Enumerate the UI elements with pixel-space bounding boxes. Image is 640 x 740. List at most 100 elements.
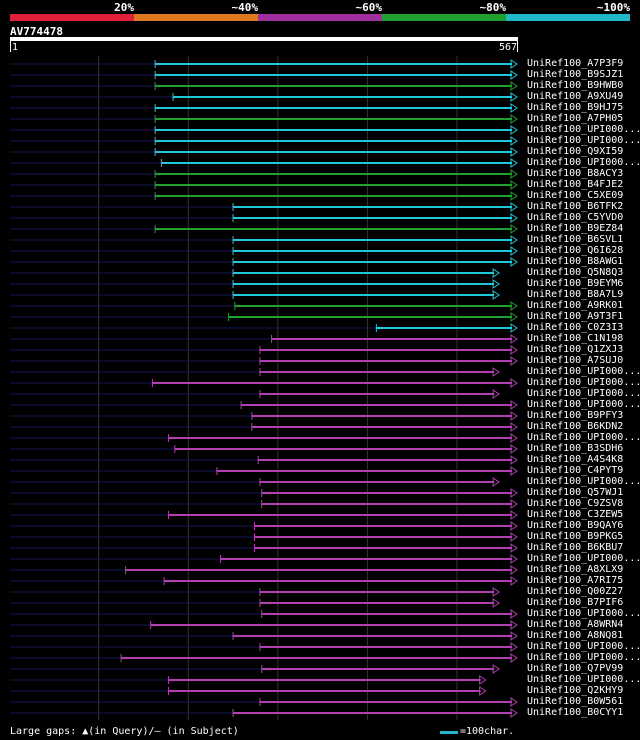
hit-label[interactable]: UniRef100_UPI000... bbox=[527, 377, 640, 388]
segment-arrow bbox=[479, 675, 487, 685]
legend-label: ~80% bbox=[479, 1, 507, 14]
hit-label[interactable]: UniRef100_B9QAY6 bbox=[527, 520, 624, 531]
hit-label[interactable]: UniRef100_UPI000... bbox=[527, 674, 640, 685]
segment-arrow bbox=[510, 521, 518, 531]
hit-label[interactable]: UniRef100_B7PIF6 bbox=[527, 597, 624, 608]
segment-arrow bbox=[510, 609, 518, 619]
segment-arrow bbox=[510, 510, 518, 520]
segment-arrow bbox=[510, 180, 518, 190]
hit-label[interactable]: UniRef100_B8A7L9 bbox=[527, 289, 624, 300]
hit-label[interactable]: UniRef100_UPI000... bbox=[527, 432, 640, 443]
hit-label[interactable]: UniRef100_C3ZEW5 bbox=[527, 509, 624, 520]
hit-label[interactable]: UniRef100_B9HWB0 bbox=[527, 80, 624, 91]
segment-arrow bbox=[492, 664, 500, 674]
legend-color-bar bbox=[258, 14, 382, 21]
hit-label[interactable]: UniRef100_B0W561 bbox=[527, 696, 624, 707]
legend-color-bar bbox=[134, 14, 258, 21]
segment-arrow bbox=[510, 114, 518, 124]
hit-label[interactable]: UniRef100_A8NQ81 bbox=[527, 630, 624, 641]
hit-label[interactable]: UniRef100_UPI000... bbox=[527, 157, 640, 168]
hit-label[interactable]: UniRef100_UPI000... bbox=[527, 135, 640, 146]
segment-arrow bbox=[510, 246, 518, 256]
hit-label[interactable]: UniRef100_B6KDN2 bbox=[527, 421, 624, 432]
hit-label[interactable]: UniRef100_Q7PV99 bbox=[527, 663, 624, 674]
segment-arrow bbox=[492, 477, 500, 487]
segment-arrow bbox=[510, 642, 518, 652]
hit-label[interactable]: UniRef100_Q57WJ1 bbox=[527, 487, 624, 498]
segment-arrow bbox=[510, 323, 518, 333]
hit-label[interactable]: UniRef100_A7PH05 bbox=[527, 113, 624, 124]
segment-arrow bbox=[492, 367, 500, 377]
hit-label[interactable]: UniRef100_UPI000... bbox=[527, 366, 640, 377]
hit-label[interactable]: UniRef100_B0CYY1 bbox=[527, 707, 624, 718]
hit-label[interactable]: UniRef100_Q6I628 bbox=[527, 245, 624, 256]
segment-arrow bbox=[510, 400, 518, 410]
query-tick-start bbox=[10, 41, 11, 52]
segment-arrow bbox=[510, 334, 518, 344]
segment-arrow bbox=[510, 103, 518, 113]
hit-label[interactable]: UniRef100_A7RI75 bbox=[527, 575, 624, 586]
segment-arrow bbox=[510, 499, 518, 509]
segment-arrow bbox=[510, 433, 518, 443]
hit-label[interactable]: UniRef100_A9RK01 bbox=[527, 300, 624, 311]
hit-label[interactable]: UniRef100_B9HJ75 bbox=[527, 102, 624, 113]
alignment-graphic bbox=[10, 56, 518, 720]
segment-arrow bbox=[510, 224, 518, 234]
legend-label: ~40% bbox=[231, 1, 259, 14]
hit-label[interactable]: UniRef100_A9T3F1 bbox=[527, 311, 624, 322]
segment-arrow bbox=[492, 290, 500, 300]
hit-label[interactable]: UniRef100_C5XE09 bbox=[527, 190, 624, 201]
hit-label[interactable]: UniRef100_B9PFY3 bbox=[527, 410, 624, 421]
hit-label[interactable]: UniRef100_B8AWG1 bbox=[527, 256, 624, 267]
hit-label[interactable]: UniRef100_A8XLX9 bbox=[527, 564, 624, 575]
segment-arrow bbox=[510, 158, 518, 168]
hit-label[interactable]: UniRef100_Q1ZXJ3 bbox=[527, 344, 624, 355]
segment-arrow bbox=[510, 411, 518, 421]
hit-label[interactable]: UniRef100_A7SUJ0 bbox=[527, 355, 624, 366]
hit-label[interactable]: UniRef100_Q9XI59 bbox=[527, 146, 624, 157]
hit-label[interactable]: UniRef100_A9XU49 bbox=[527, 91, 624, 102]
hit-label[interactable]: UniRef100_B3SDH6 bbox=[527, 443, 624, 454]
hit-label[interactable]: UniRef100_UPI000... bbox=[527, 641, 640, 652]
hit-label[interactable]: UniRef100_UPI000... bbox=[527, 608, 640, 619]
hit-label[interactable]: UniRef100_B4FJE2 bbox=[527, 179, 624, 190]
hit-label[interactable]: UniRef100_B9SJZ1 bbox=[527, 69, 624, 80]
hit-label[interactable]: UniRef100_C1N198 bbox=[527, 333, 624, 344]
hit-label[interactable]: UniRef100_UPI000... bbox=[527, 476, 640, 487]
hit-label[interactable]: UniRef100_UPI000... bbox=[527, 553, 640, 564]
hit-label[interactable]: UniRef100_B8ACY3 bbox=[527, 168, 624, 179]
hit-label[interactable]: UniRef100_Q2KHY9 bbox=[527, 685, 624, 696]
segment-arrow bbox=[510, 301, 518, 311]
hit-label[interactable]: UniRef100_B6SVL1 bbox=[527, 234, 624, 245]
hit-label[interactable]: UniRef100_UPI000... bbox=[527, 124, 640, 135]
segment-arrow bbox=[510, 235, 518, 245]
segment-arrow bbox=[492, 598, 500, 608]
hit-label[interactable]: UniRef100_C5YVD0 bbox=[527, 212, 624, 223]
hit-label[interactable]: UniRef100_B6TFK2 bbox=[527, 201, 624, 212]
segment-arrow bbox=[510, 697, 518, 707]
segment-arrow bbox=[492, 279, 500, 289]
hit-label[interactable]: UniRef100_Q00Z27 bbox=[527, 586, 624, 597]
hit-label[interactable]: UniRef100_C4PYT9 bbox=[527, 465, 624, 476]
segment-arrow bbox=[510, 59, 518, 69]
hit-label[interactable]: UniRef100_A4S4K8 bbox=[527, 454, 624, 465]
hit-label[interactable]: UniRef100_UPI000... bbox=[527, 399, 640, 410]
segment-arrow bbox=[510, 565, 518, 575]
hit-label[interactable]: UniRef100_A7P3F9 bbox=[527, 58, 624, 69]
hit-label[interactable]: UniRef100_Q5N8Q3 bbox=[527, 267, 624, 278]
hit-label[interactable]: UniRef100_C9ZSV8 bbox=[527, 498, 624, 509]
hit-label[interactable]: UniRef100_B9EZ84 bbox=[527, 223, 624, 234]
segment-arrow bbox=[510, 422, 518, 432]
hit-label[interactable]: UniRef100_C0Z3I3 bbox=[527, 322, 624, 333]
hit-label[interactable]: UniRef100_B9PKG5 bbox=[527, 531, 624, 542]
query-start-label: 1 bbox=[12, 42, 19, 53]
hit-label[interactable]: UniRef100_A8WRN4 bbox=[527, 619, 624, 630]
hit-label[interactable]: UniRef100_B6KBU7 bbox=[527, 542, 624, 553]
hit-label[interactable]: UniRef100_UPI000... bbox=[527, 388, 640, 399]
hit-label[interactable]: UniRef100_UPI000... bbox=[527, 652, 640, 663]
segment-arrow bbox=[510, 92, 518, 102]
identity-legend: 20% ~40% ~60% ~80% ~100% bbox=[10, 0, 630, 22]
legend-color-bar bbox=[382, 14, 506, 21]
hit-label[interactable]: UniRef100_B9EYM6 bbox=[527, 278, 624, 289]
segment-arrow bbox=[510, 191, 518, 201]
